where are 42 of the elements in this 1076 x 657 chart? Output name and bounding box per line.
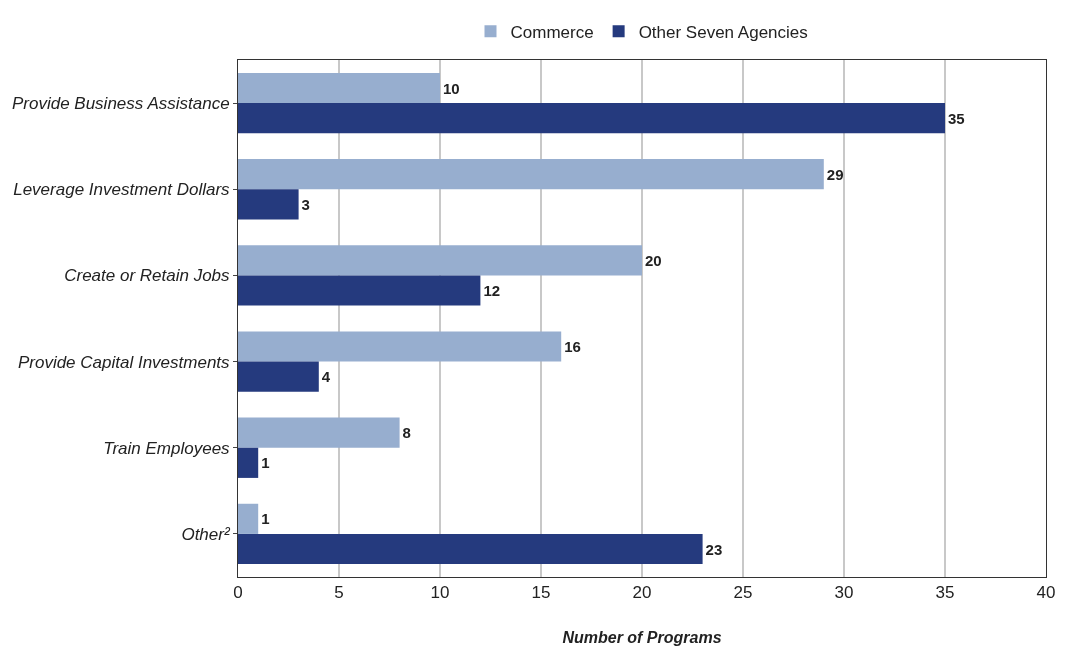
x-tick-label: 25 xyxy=(733,583,753,603)
bar xyxy=(238,533,703,565)
bar xyxy=(238,361,319,392)
data-label: 8 xyxy=(402,424,411,442)
legend-label: Commerce xyxy=(510,22,594,42)
y-tick-label: Create or Retain Jobs xyxy=(64,266,231,286)
x-tick-label: 0 xyxy=(233,583,243,603)
data-label: 3 xyxy=(301,195,310,213)
y-tick-label: Provide Capital Investments xyxy=(17,352,231,372)
bar xyxy=(238,447,259,478)
data-label: 35 xyxy=(948,109,965,127)
data-label: 29 xyxy=(826,165,844,183)
x-tick-label: 20 xyxy=(632,583,652,603)
data-label: 20 xyxy=(645,251,662,269)
bar xyxy=(238,331,562,362)
x-tick-label: 5 xyxy=(334,583,344,603)
x-tick-label: 30 xyxy=(834,583,854,603)
x-tick-label: 10 xyxy=(430,583,450,603)
data-label: 1 xyxy=(261,454,270,472)
data-label: 23 xyxy=(705,540,723,558)
bar xyxy=(238,417,400,448)
bar xyxy=(238,72,440,104)
y-tick-label: Provide Business Assistance xyxy=(11,94,230,114)
y-tick-label: Other² xyxy=(181,524,231,544)
bar xyxy=(238,245,642,276)
data-label: 1 xyxy=(261,510,270,528)
bar xyxy=(238,159,824,190)
data-label: 4 xyxy=(321,368,331,386)
x-tick-label: 40 xyxy=(1036,583,1056,603)
legend-label: Other Seven Agencies xyxy=(638,22,808,42)
bar xyxy=(238,503,259,534)
y-tick-label: Leverage Investment Dollars xyxy=(13,180,231,200)
y-tick-label: Train Employees xyxy=(103,438,231,458)
bar xyxy=(238,189,299,220)
data-label: 16 xyxy=(564,338,581,356)
x-axis-title: Number of Programs xyxy=(562,629,722,647)
x-tick-label: 35 xyxy=(935,583,955,603)
bar xyxy=(238,275,481,306)
x-tick-label: 15 xyxy=(531,583,551,603)
bar xyxy=(238,103,945,134)
data-label: 12 xyxy=(483,282,501,299)
data-label: 10 xyxy=(443,79,460,97)
